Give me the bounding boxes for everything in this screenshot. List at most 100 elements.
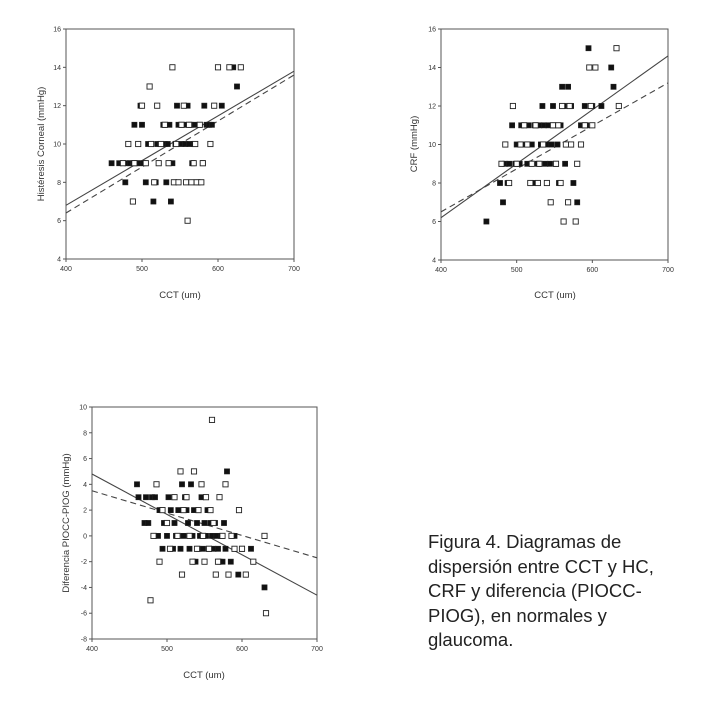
data-point-open (208, 416, 216, 423)
data-point-filled (159, 545, 166, 552)
data-point-filled (585, 45, 592, 52)
y-tick-label: 6 (83, 456, 87, 463)
data-point-open (135, 140, 142, 148)
data-point-open (138, 102, 146, 109)
data-point-filled (143, 494, 149, 501)
data-point-filled (570, 180, 577, 186)
caption-line: glaucoma. (428, 629, 514, 650)
data-point-open (211, 102, 218, 109)
x-tick-label: 500 (136, 266, 148, 273)
data-point-open (157, 140, 165, 148)
y-tick-label: 2 (83, 508, 87, 515)
y-axis-label: Histéresis Corneal (mmHg) (36, 87, 47, 202)
data-point-open (214, 558, 222, 565)
data-point-open (192, 140, 199, 148)
y-tick-label: 8 (57, 180, 61, 187)
data-point-open (202, 494, 210, 501)
data-point-open (163, 519, 171, 527)
data-point-filled (164, 141, 171, 147)
data-point-filled (150, 198, 157, 205)
chart-crf: 4 6 8 10 12 14 16 400 500 600 700 CCT (um) CRF (m… (409, 27, 674, 302)
y-ticks: 4 6 8 10 12 14 16 (428, 27, 441, 265)
data-point-filled (565, 83, 571, 90)
x-tick-label: 600 (212, 266, 224, 273)
data-point-filled (562, 160, 568, 167)
data-point-open (566, 102, 573, 110)
data-point-filled (221, 520, 227, 526)
data-point-open (524, 141, 531, 148)
data-point-open (250, 558, 257, 565)
data-point-open (125, 140, 132, 148)
y-tick-label: 10 (79, 405, 87, 412)
data-point-open (159, 507, 166, 514)
data-point-open (527, 179, 534, 187)
data-point-open (161, 121, 168, 128)
x-tick-label: 400 (435, 267, 447, 274)
data-point-open (225, 571, 232, 578)
x-ticks: 400 500 600 700 (60, 259, 300, 273)
data-point-open (540, 141, 547, 148)
caption-line: PIOG), en normales y (428, 604, 607, 626)
data-point-open (219, 532, 226, 539)
data-point-filled (171, 520, 178, 526)
y-tick-label: 8 (83, 430, 87, 437)
y-tick-label: 6 (57, 218, 61, 225)
data-point-open (186, 121, 193, 128)
data-point-filled (506, 160, 512, 167)
data-point-filled (235, 571, 242, 578)
data-point-open (228, 532, 235, 539)
data-point-open (559, 102, 566, 110)
data-point-open (196, 121, 203, 128)
data-point-filled (548, 141, 555, 148)
data-point-filled (201, 520, 208, 526)
data-point-open (581, 122, 588, 129)
data-points (108, 64, 244, 224)
data-point-open (212, 571, 219, 578)
data-points (483, 45, 622, 225)
data-point-open (562, 141, 569, 148)
data-point-filled (179, 481, 185, 488)
data-point-filled (177, 545, 184, 552)
caption-line: Figura 4. Diagramas de (428, 531, 622, 552)
data-point-open (506, 179, 513, 187)
data-point-filled (194, 520, 200, 526)
x-axis-label: CCT (um) (159, 290, 201, 301)
data-point-open (150, 532, 157, 539)
x-tick-label: 700 (311, 646, 323, 653)
data-point-open (175, 179, 182, 186)
data-point-open (237, 64, 244, 71)
data-point-filled (200, 545, 206, 552)
data-point-open (534, 179, 541, 187)
data-point-open (148, 140, 155, 148)
y-ticks: 4 6 8 10 12 14 16 (53, 27, 66, 264)
data-point-filled (222, 545, 229, 552)
data-point-filled (215, 545, 221, 552)
data-point-open (207, 140, 214, 148)
x-ticks: 400 500 600 700 (435, 260, 674, 274)
data-point-filled (165, 494, 172, 501)
data-point-open (555, 122, 562, 129)
y-tick-label: -6 (81, 611, 87, 618)
data-point-open (190, 468, 198, 475)
y-tick-label: 12 (53, 103, 61, 110)
data-point-open (498, 160, 505, 167)
data-point-filled (142, 179, 149, 186)
data-point-open (198, 179, 205, 186)
data-point-filled (550, 103, 556, 109)
data-point-open (587, 102, 594, 110)
data-point-open (574, 160, 581, 167)
data-point-filled (547, 160, 553, 167)
data-point-open (156, 558, 163, 565)
data-point-open (552, 160, 560, 167)
data-point-open (242, 571, 249, 578)
data-point-open (142, 160, 149, 167)
y-tick-label: 6 (432, 219, 436, 226)
y-tick-label: 10 (53, 142, 61, 149)
data-point-filled (248, 545, 254, 552)
data-point-open (153, 481, 160, 488)
y-tick-label: 8 (432, 181, 436, 188)
caption-line: dispersión entre CCT y HC, (428, 555, 654, 577)
y-ticks: -8 -6 -4 -2 0 2 4 6 8 10 (79, 405, 92, 644)
data-point-open (513, 160, 520, 167)
y-tick-label: 10 (428, 142, 436, 149)
